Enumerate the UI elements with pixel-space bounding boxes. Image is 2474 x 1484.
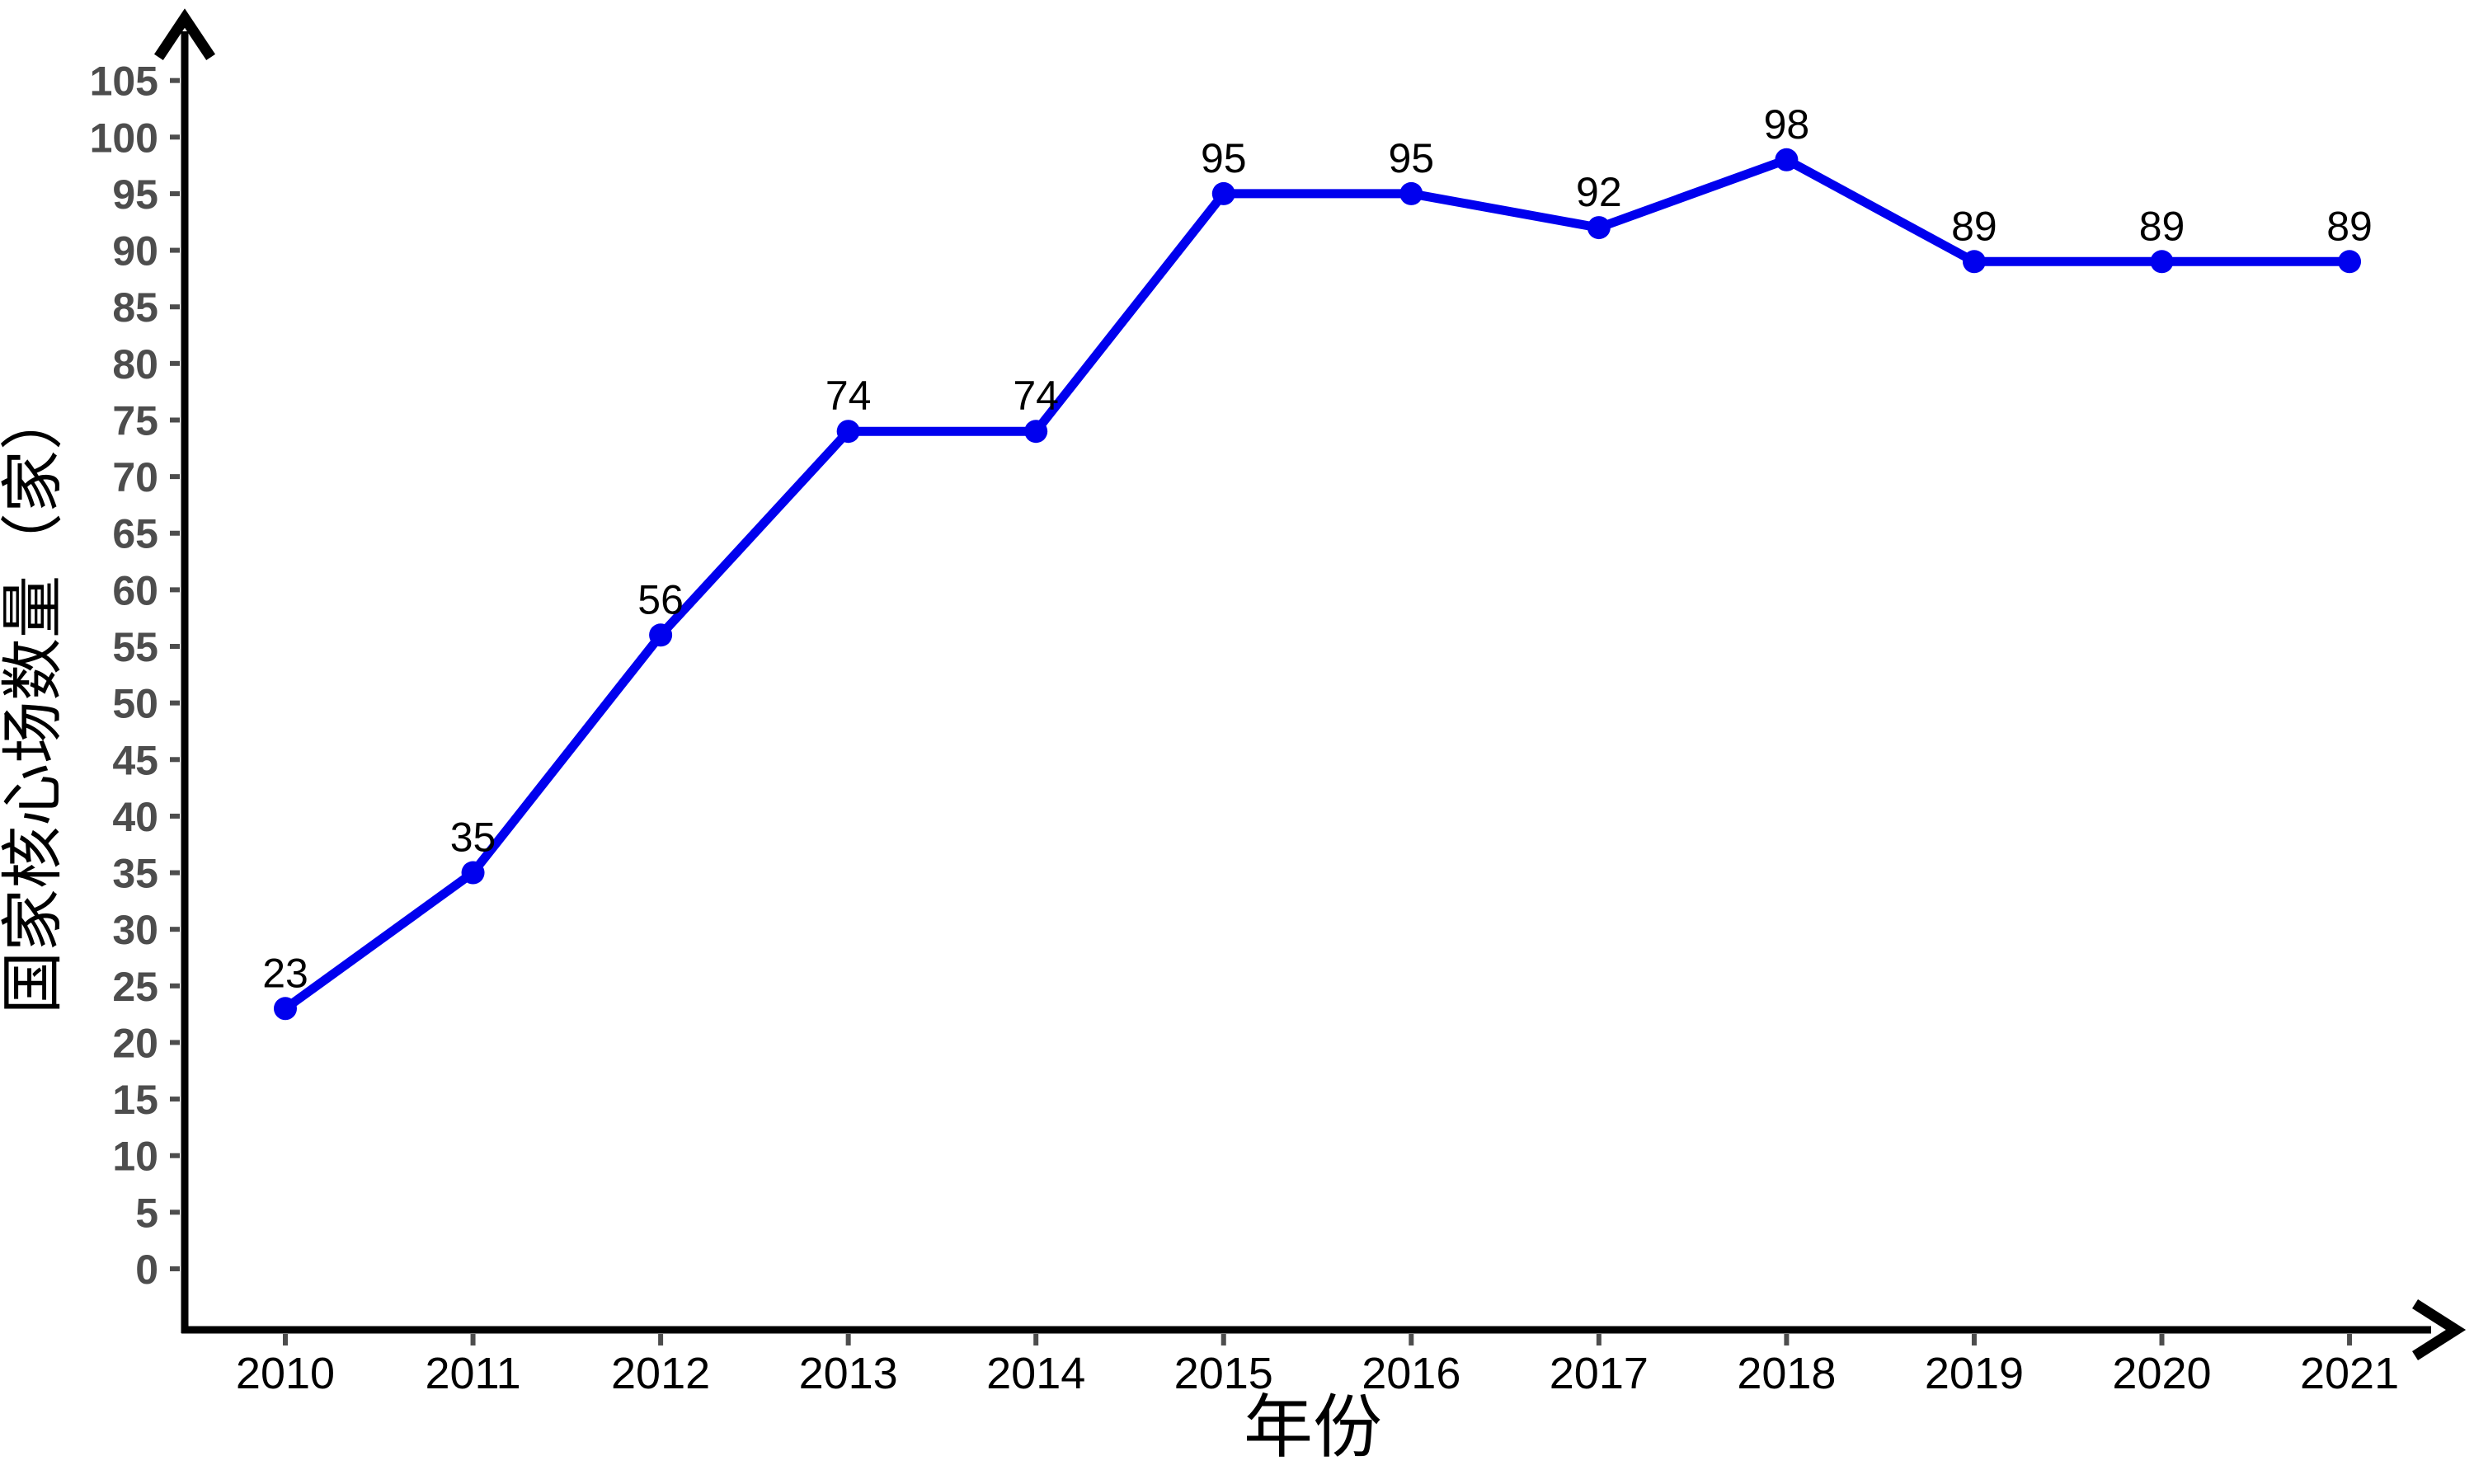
data-point [274, 997, 297, 1021]
y-tick-label: 40 [112, 794, 158, 840]
x-tick-label: 2020 [2112, 1349, 2211, 1398]
x-axis-title: 年份 [1244, 1387, 1382, 1468]
x-tick-label: 2016 [1362, 1349, 1460, 1398]
y-tick-label: 85 [112, 284, 158, 331]
data-point [2150, 250, 2174, 274]
chart-plot-area: 0 5 10 15 20 25 30 35 40 45 50 55 60 65 70 75 80 85 90 95 10… [90, 8, 2467, 1398]
y-tick-label: 30 [112, 907, 158, 953]
y-axis-arrow-icon [153, 8, 216, 61]
y-tick-label: 10 [112, 1134, 158, 1180]
x-tick-label: 2015 [1174, 1349, 1273, 1398]
data-point [2338, 250, 2362, 274]
data-point-label: 92 [1576, 169, 1622, 215]
y-tick-label: 105 [90, 59, 158, 105]
data-point-label: 23 [262, 950, 308, 996]
data-point-label: 74 [825, 373, 872, 419]
data-point [461, 861, 485, 885]
x-tick-label: 2011 [425, 1349, 520, 1398]
y-tick-label: 25 [112, 964, 158, 1010]
data-point [1399, 181, 1423, 205]
data-point-label: 74 [1013, 373, 1059, 419]
data-point [649, 623, 673, 647]
x-tick-label: 2010 [236, 1349, 335, 1398]
data-point [1024, 420, 1048, 444]
y-tick-label: 100 [90, 115, 158, 161]
series-line [282, 154, 2350, 1012]
data-point [1587, 216, 1611, 240]
x-tick-label: 2013 [799, 1349, 898, 1398]
y-tick-label: 50 [112, 681, 158, 727]
y-tick-label: 15 [112, 1077, 158, 1123]
data-point-label: 89 [1951, 203, 1997, 249]
y-tick-label: 70 [112, 454, 158, 500]
data-point-label: 56 [637, 576, 684, 622]
x-tick-label: 2012 [611, 1349, 710, 1398]
y-tick-label: 35 [112, 851, 158, 897]
x-tick-label: 2017 [1550, 1349, 1649, 1398]
y-tick-label: 80 [112, 341, 158, 387]
y-tick-label: 5 [135, 1190, 158, 1236]
y-tick-label: 90 [112, 228, 158, 275]
y-tick-label: 75 [112, 397, 158, 444]
y-tick-label: 60 [112, 567, 158, 613]
data-point [1211, 181, 1235, 205]
x-tick-label: 2021 [2300, 1349, 2399, 1398]
x-axis-arrow-icon [2412, 1299, 2467, 1360]
data-point-label: 95 [1388, 135, 1434, 181]
data-point [836, 420, 860, 444]
y-axis-title: 国家核心场数量（家） [0, 387, 69, 1014]
y-tick-label: 65 [112, 511, 158, 557]
data-point-label: 35 [450, 815, 496, 861]
y-tick-label: 0 [135, 1247, 158, 1293]
y-tick-label: 45 [112, 737, 158, 783]
y-tick-label: 55 [112, 624, 158, 670]
data-point [1962, 250, 1986, 274]
data-point-label: 95 [1201, 135, 1247, 181]
y-tick-label: 20 [112, 1020, 158, 1066]
data-point-label: 98 [1764, 101, 1810, 148]
y-tick-label: 95 [112, 171, 158, 218]
x-tick-label: 2019 [1925, 1349, 2024, 1398]
data-point [1775, 148, 1799, 171]
data-point-label: 89 [2326, 203, 2373, 249]
x-tick-label: 2014 [986, 1349, 1085, 1398]
data-point-label: 89 [2139, 203, 2185, 249]
x-tick-label: 2018 [1737, 1349, 1836, 1398]
